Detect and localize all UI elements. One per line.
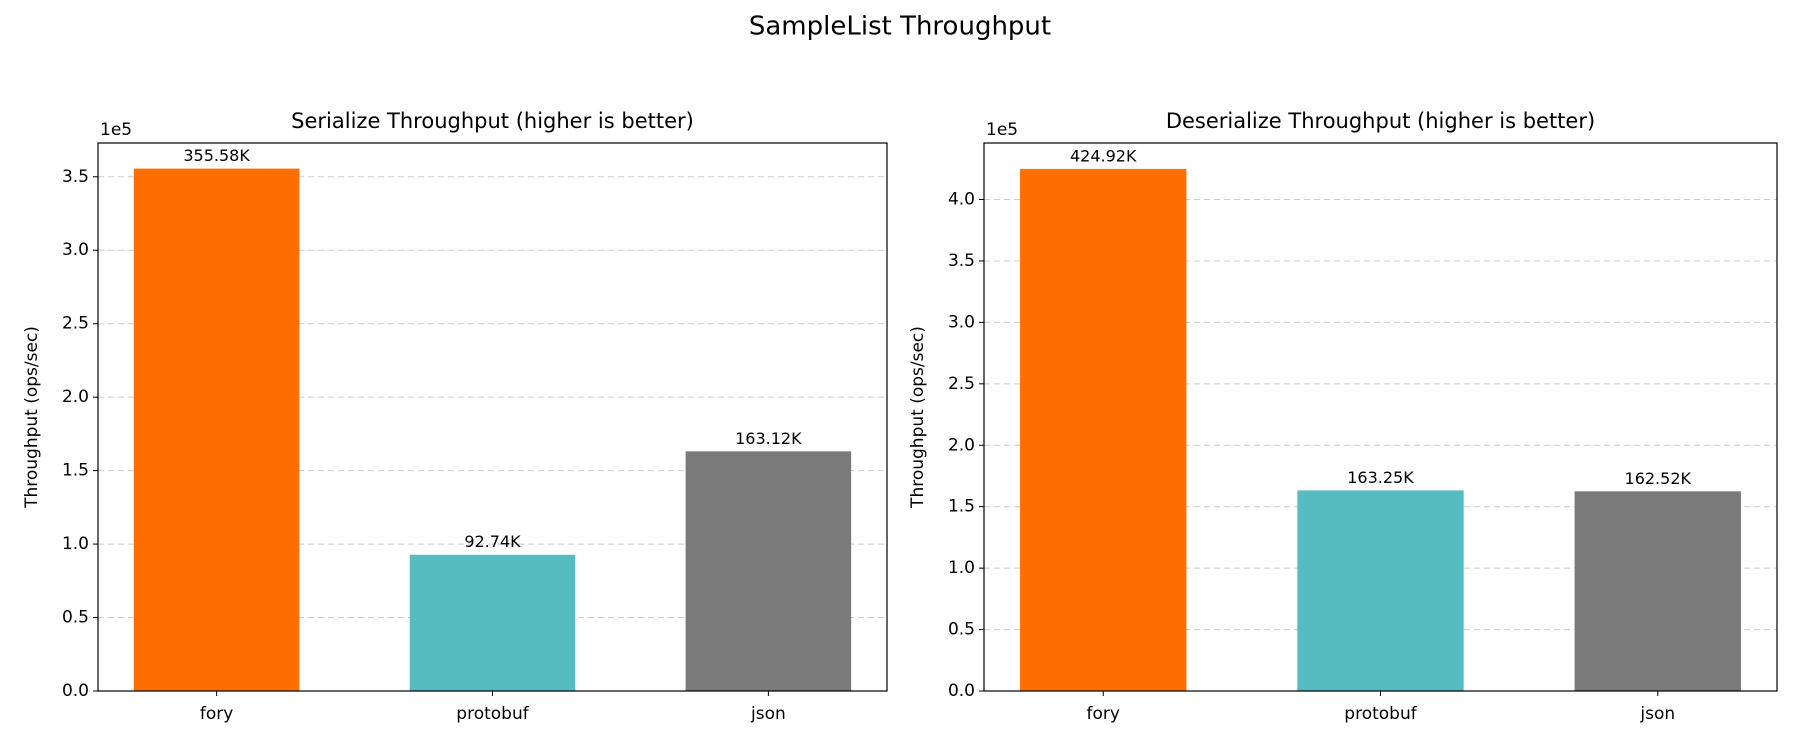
y-tick-label: 1.0 [62,534,89,554]
bar [133,168,300,692]
y-tick-label: 0.5 [62,608,89,628]
y-tick-label: 2.5 [62,314,89,334]
y-tick-label: 3.0 [948,312,975,332]
y-tick-label: 2.0 [948,435,975,455]
x-tick-label: protobuf [456,704,529,724]
value-label: 163.25K [1347,468,1414,487]
y-tick-label: 3.5 [948,251,975,271]
y-tick-label: 2.5 [948,374,975,394]
bar [1574,491,1741,691]
offset-text: 1e5 [986,120,1018,140]
value-label: 163.12K [735,429,802,448]
y-axis-label: Throughput (ops/sec) [22,326,42,509]
x-tick-label: fory [1087,704,1120,724]
bar [409,554,576,691]
y-tick-label: 0.5 [948,620,975,640]
value-label: 355.58K [183,146,250,165]
subplot-title: Deserialize Throughput (higher is better… [1166,109,1595,133]
x-tick-label: json [1639,704,1675,724]
value-label: 92.74K [464,532,521,551]
value-label: 424.92K [1070,146,1137,165]
subplot-title: Serialize Throughput (higher is better) [291,109,694,133]
y-axis-label: Throughput (ops/sec) [908,326,928,509]
x-tick-label: fory [200,704,233,724]
bar [685,451,852,691]
y-tick-label: 1.0 [948,558,975,578]
y-tick-label: 0.0 [948,681,975,701]
x-tick-label: json [750,704,786,724]
y-tick-label: 1.5 [948,497,975,517]
y-tick-label: 3.5 [62,167,89,187]
x-tick-label: protobuf [1344,704,1417,724]
y-tick-label: 1.5 [62,461,89,481]
axes-frame [97,142,888,692]
offset-text: 1e5 [100,120,132,140]
bar [1020,168,1187,691]
value-label: 162.52K [1625,469,1692,488]
y-tick-label: 4.0 [948,190,975,210]
figure-title: SampleList Throughput [749,12,1051,42]
y-tick-label: 2.0 [62,387,89,407]
y-tick-label: 3.0 [62,240,89,260]
y-tick-label: 0.0 [62,681,89,701]
axes-frame [983,142,1778,692]
bar [1297,490,1464,691]
